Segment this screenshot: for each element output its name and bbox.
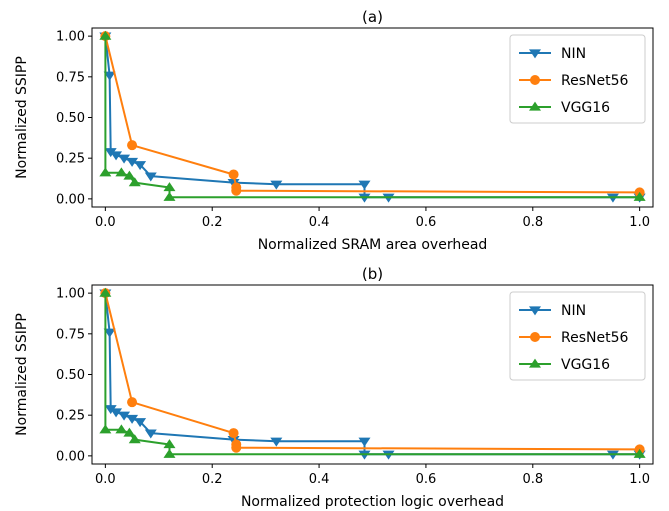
data-point xyxy=(134,161,147,171)
data-point xyxy=(103,328,116,338)
x-tick-label: 0.4 xyxy=(309,472,330,487)
data-point xyxy=(134,418,147,428)
y-tick-label: 0.50 xyxy=(56,111,85,126)
data-point xyxy=(231,185,242,196)
legend: NIN ResNet56 VGG16 xyxy=(509,291,646,381)
legend-frame xyxy=(509,34,646,124)
chart-panel-0: (a) 0.0 0.2 0.4 0.6 0.8 1.0 0.00 0.25 0.50 0.75 1.0… xyxy=(14,8,654,253)
data-point xyxy=(144,429,157,439)
legend-label: NIN xyxy=(561,303,586,319)
y-tick-label: 0.00 xyxy=(56,192,85,207)
data-point xyxy=(358,437,371,447)
legend-marker xyxy=(529,306,541,316)
series-2 xyxy=(99,287,646,458)
legend-marker xyxy=(529,101,541,111)
legend-label: VGG16 xyxy=(561,357,610,373)
y-tick-label: 0.25 xyxy=(56,152,85,167)
data-point xyxy=(115,167,128,177)
y-tick-label: 0.75 xyxy=(56,327,85,342)
legend-marker xyxy=(530,332,540,342)
y-tick-label: 0.50 xyxy=(56,368,85,383)
chart-title: (a) xyxy=(362,8,383,26)
data-point xyxy=(104,405,117,415)
chart-panel-1: (b) 0.0 0.2 0.4 0.6 0.8 1.0 0.00 0.25 0.50 0.75 1.0… xyxy=(14,265,654,510)
data-point xyxy=(99,167,112,177)
x-tick-label: 0.8 xyxy=(522,472,543,487)
data-point xyxy=(144,172,157,182)
data-point xyxy=(103,71,116,81)
data-point xyxy=(99,424,112,434)
plot-area xyxy=(99,30,646,203)
x-axis-label: Normalized protection logic overhead xyxy=(241,494,504,510)
y-tick-label: 0.00 xyxy=(56,449,85,464)
legend-marker xyxy=(529,49,541,59)
x-tick-label: 0.8 xyxy=(522,215,543,230)
x-tick-label: 0.2 xyxy=(202,472,223,487)
data-point xyxy=(127,397,138,408)
plot-area xyxy=(99,287,646,460)
data-point xyxy=(104,148,117,158)
data-point xyxy=(128,177,141,187)
legend: NIN ResNet56 VGG16 xyxy=(509,34,646,124)
legend-frame xyxy=(509,291,646,381)
data-point xyxy=(123,170,136,180)
y-tick-label: 1.00 xyxy=(56,287,85,302)
data-point xyxy=(231,442,242,453)
x-tick-label: 0.6 xyxy=(416,215,437,230)
series-line xyxy=(104,292,640,451)
data-point xyxy=(228,169,239,180)
data-point xyxy=(110,151,123,161)
legend-marker xyxy=(529,358,541,368)
data-point xyxy=(115,424,128,434)
data-point xyxy=(633,448,646,458)
data-point xyxy=(126,414,139,424)
legend-label: VGG16 xyxy=(561,100,610,116)
data-point xyxy=(163,439,176,449)
x-axis-label: Normalized SRAM area overhead xyxy=(258,237,488,253)
series-line xyxy=(104,35,640,194)
data-point xyxy=(126,157,139,167)
y-tick-label: 1.00 xyxy=(56,30,85,45)
data-point xyxy=(127,140,138,151)
data-point xyxy=(128,434,141,444)
y-tick-label: 0.75 xyxy=(56,70,85,85)
data-point xyxy=(358,180,371,190)
axes-frame xyxy=(91,284,654,465)
legend-label: ResNet56 xyxy=(561,330,628,346)
data-point xyxy=(228,428,239,439)
data-point xyxy=(99,287,112,297)
data-point xyxy=(633,191,646,201)
data-point xyxy=(110,408,123,418)
series-2 xyxy=(99,30,646,201)
series-1 xyxy=(100,288,645,455)
data-point xyxy=(163,182,176,192)
axes-frame xyxy=(91,27,654,208)
legend-marker xyxy=(530,75,540,85)
x-tick-label: 0.0 xyxy=(95,215,116,230)
x-tick-label: 0.0 xyxy=(95,472,116,487)
data-point xyxy=(118,154,131,164)
data-point xyxy=(118,411,131,421)
y-axis-label: Normalized SSIPP xyxy=(14,56,30,179)
x-tick-label: 1.0 xyxy=(629,215,650,230)
y-axis-label: Normalized SSIPP xyxy=(14,313,30,436)
data-point xyxy=(163,191,176,201)
data-point xyxy=(270,437,283,447)
legend-label: NIN xyxy=(561,46,586,62)
data-point xyxy=(99,30,112,40)
data-point xyxy=(163,448,176,458)
data-point xyxy=(123,427,136,437)
legend-label: ResNet56 xyxy=(561,73,628,89)
x-tick-label: 0.2 xyxy=(202,215,223,230)
data-point xyxy=(270,180,283,190)
x-tick-label: 0.4 xyxy=(309,215,330,230)
x-tick-label: 0.6 xyxy=(416,472,437,487)
x-tick-label: 1.0 xyxy=(629,472,650,487)
chart-title: (b) xyxy=(362,265,383,283)
y-tick-label: 0.25 xyxy=(56,409,85,424)
